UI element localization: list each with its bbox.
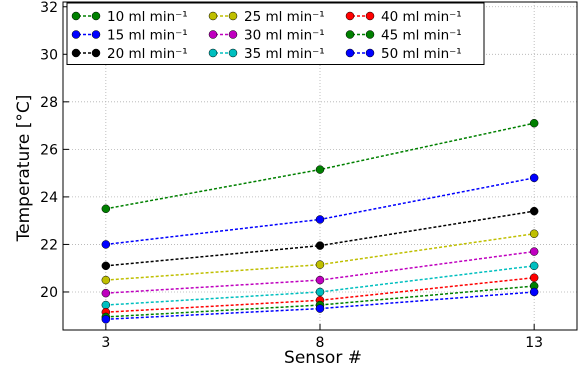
data-point — [315, 215, 325, 224]
legend-marker — [365, 48, 375, 58]
legend-marker — [71, 48, 81, 58]
legend-marker — [345, 48, 355, 58]
legend-marker — [91, 11, 101, 21]
y-tick-label: 26 — [40, 142, 58, 158]
legend-marker — [345, 30, 355, 39]
legend-item: 25 ml min⁻¹ — [208, 9, 325, 25]
data-point — [315, 304, 325, 313]
data-point — [101, 300, 111, 310]
legend-label: 30 ml min⁻¹ — [244, 28, 325, 44]
legend: 10 ml min⁻¹ 15 ml min⁻¹ 20 ml min⁻¹ 25 ml m… — [66, 2, 485, 65]
y-tick-label: 24 — [40, 190, 58, 206]
data-point — [315, 165, 325, 174]
data-point — [529, 118, 539, 128]
data-point — [101, 240, 111, 249]
legend-marker — [208, 30, 218, 39]
legend-label: 20 ml min⁻¹ — [107, 46, 188, 62]
series-line — [105, 291, 535, 321]
legend-item: 10 ml min⁻¹ — [71, 9, 188, 25]
legend-label: 10 ml min⁻¹ — [107, 9, 188, 25]
x-tick-label: 8 — [316, 335, 325, 351]
legend-item: 40 ml min⁻¹ — [345, 9, 462, 25]
y-tick-label: 20 — [40, 285, 58, 301]
legend-item: 45 ml min⁻¹ — [345, 28, 462, 44]
legend-label: 25 ml min⁻¹ — [244, 9, 325, 25]
y-tick-label: 22 — [40, 237, 58, 253]
data-point — [101, 204, 111, 214]
series — [101, 261, 539, 310]
series-line — [105, 276, 535, 313]
legend-label: 50 ml min⁻¹ — [381, 46, 462, 62]
legend-item: 50 ml min⁻¹ — [345, 46, 462, 62]
data-point — [529, 273, 539, 282]
data-point — [101, 275, 111, 285]
legend-marker — [365, 11, 375, 21]
data-point — [101, 288, 111, 298]
series-line — [105, 177, 535, 246]
data-point — [529, 247, 539, 256]
legend-item: 20 ml min⁻¹ — [71, 46, 188, 62]
y-axis-ticks: 20 22 24 26 28 30 32 — [40, 0, 69, 301]
data-point — [529, 287, 539, 297]
series-line — [105, 232, 535, 281]
data-point — [529, 229, 539, 238]
legend-marker — [91, 48, 101, 58]
series-layer — [101, 118, 539, 324]
legend-marker — [208, 11, 218, 21]
legend-label: 35 ml min⁻¹ — [244, 46, 325, 62]
series — [101, 229, 539, 285]
y-tick-label: 30 — [40, 47, 58, 63]
series — [101, 118, 539, 214]
series — [101, 247, 539, 298]
legend-marker — [365, 30, 375, 39]
data-point — [315, 260, 325, 269]
data-point — [101, 315, 111, 324]
y-tick-label: 32 — [40, 0, 58, 16]
legend-item: 35 ml min⁻¹ — [208, 46, 325, 62]
data-point — [315, 275, 325, 285]
data-point — [529, 173, 539, 183]
legend-label: 45 ml min⁻¹ — [381, 28, 462, 44]
legend-box — [66, 2, 485, 65]
legend-label: 15 ml min⁻¹ — [107, 28, 188, 44]
series-line — [105, 250, 535, 294]
legend-marker — [91, 30, 101, 39]
data-point — [315, 241, 325, 250]
legend-marker — [208, 48, 218, 58]
x-tick-label: 13 — [525, 335, 543, 351]
legend-marker — [228, 30, 238, 39]
legend-marker — [228, 48, 238, 58]
legend-marker — [345, 11, 355, 21]
data-point — [101, 261, 111, 271]
data-point — [529, 206, 539, 216]
series — [101, 206, 539, 271]
series-line — [105, 285, 535, 318]
series — [101, 173, 539, 249]
x-axis-ticks: 3 8 13 — [101, 324, 543, 351]
legend-marker — [71, 30, 81, 39]
x-tick-label: 3 — [101, 335, 110, 351]
legend-item: 30 ml min⁻¹ — [208, 28, 325, 44]
series-line — [105, 265, 535, 306]
data-point — [529, 261, 539, 271]
legend-marker — [228, 11, 238, 21]
y-axis-label: Temperature [°C] — [14, 95, 34, 243]
series — [101, 287, 539, 324]
legend-label: 40 ml min⁻¹ — [381, 9, 462, 25]
data-point — [315, 287, 325, 297]
y-tick-label: 28 — [40, 95, 58, 111]
legend-item: 15 ml min⁻¹ — [71, 28, 188, 44]
legend-marker — [71, 11, 81, 21]
x-axis-label: Sensor # — [284, 348, 362, 368]
